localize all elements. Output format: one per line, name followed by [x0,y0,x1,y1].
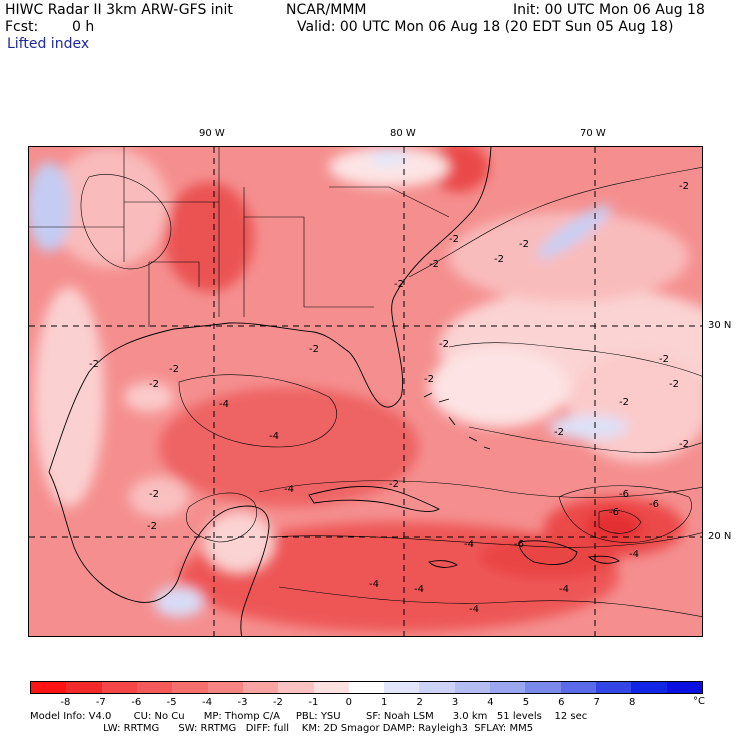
colorbar-swatch [242,682,279,693]
model-info-line2: LW: RRTMG SW: RRTMG DIFF: full KM: 2D Sm… [30,723,534,734]
contour-label-peak: -6 [619,489,629,500]
contour-label-strong: -4 [219,399,229,410]
contour-label: -2 [554,427,564,438]
contour-label-peak: -6 [649,499,659,510]
contour-label: -2 [669,379,679,390]
colorbar-tick-label: -2 [272,697,283,708]
colorbar-tick-label: -4 [202,697,213,708]
contour-label: -2 [494,254,504,265]
state-borders [29,147,450,327]
colorbar-swatch [419,682,455,693]
colorbar-swatch [66,682,102,693]
product-title: HIWC Radar II 3km ARW-GFS init [5,2,233,18]
contour-label: -2 [429,259,439,270]
contour-label-peak: -6 [514,539,524,550]
colorbar-tick-label: 2 [416,697,423,708]
contour-label: -2 [519,239,529,250]
colorbar-tick-label: 4 [487,697,494,708]
colorbar-tick-label: 6 [558,697,565,708]
forecast-label: Fcst: [5,19,39,35]
map-canvas: -2 -2 -2 -2 -2 -2 -2 -2 -2 -2 -2 -2 -2 -… [29,147,702,636]
contours [80,167,702,617]
contour-label: -2 [619,397,629,408]
colorbar-swatch [313,682,349,693]
contour-label-strong: -4 [469,604,479,615]
colorbar-tick-label: -3 [237,697,248,708]
coastlines [48,147,620,636]
field-shading [29,147,702,632]
contour-label-peak: -6 [609,507,619,518]
colorbar-swatch [31,682,67,693]
colorbar-swatch [278,682,314,693]
source-label: NCAR/MMM [286,2,367,18]
colorbar-swatch [490,682,526,693]
contour-label-strong: -4 [284,484,294,495]
contour-label: -2 [147,521,157,532]
contour-label: -2 [449,234,459,245]
lon-label-90w: 90 W [199,128,225,139]
colorbar-tick-label: 1 [381,697,388,708]
field-name: Lifted index [7,36,90,52]
colorbar-tick-label: -6 [131,697,142,708]
contour-label-strong: -4 [464,539,474,550]
contour-label: -2 [424,374,434,385]
colorbar-tick-label: 3 [451,697,459,708]
contour-label-strong: -4 [269,431,279,442]
contour-label: -2 [149,489,159,500]
colorbar-swatch [136,682,173,693]
colorbar-swatch [631,682,667,693]
contour-label-strong: -4 [369,579,379,590]
colorbar-swatch [454,682,491,693]
contour-label: -2 [389,479,399,490]
colorbar-swatch [560,682,596,693]
colorbar-swatch [525,682,561,693]
model-info-line1: Model Info: V4.0 CU: No Cu MP: Thomp C/A… [30,711,588,722]
colorbar-swatch [101,682,137,693]
colorbar-tick-label: 7 [593,697,600,708]
colorbar-unit: °C [693,696,705,707]
colorbar-tick-label: 0 [345,697,352,708]
forecast-hour: 0 h [72,19,95,35]
contour-label-strong: -4 [414,584,424,595]
colorbar-swatch [348,682,385,693]
valid-time: Valid: 00 UTC Mon 06 Aug 18 (20 EDT Sun … [297,19,674,35]
colorbar-swatch [666,682,702,693]
graticule [29,147,702,636]
contour-label: -2 [679,181,689,192]
contour-label: -2 [679,439,689,450]
lon-label-80w: 80 W [390,128,416,139]
colorbar-swatch [384,682,420,693]
colorbar-swatch [172,682,208,693]
contour-label: -2 [169,364,179,375]
colorbar-tick-label: 8 [628,697,636,708]
colorbar-tick-label: -5 [166,697,177,708]
colorbar [30,681,703,694]
colorbar-swatch [207,682,243,693]
lat-label-20n: 20 N [708,531,732,542]
contour-label: -2 [394,279,404,290]
colorbar-tick-label: -1 [308,697,319,708]
contour-label: -2 [659,354,669,365]
contour-label-strong: -4 [559,584,569,595]
contour-labels: -2 -2 -2 -2 -2 -2 -2 -2 -2 -2 -2 -2 -2 -… [89,181,689,615]
lon-label-70w: 70 W [580,128,606,139]
init-time: Init: 00 UTC Mon 06 Aug 18 [513,2,705,18]
lat-label-30n: 30 N [708,320,732,331]
colorbar-tick-label: -8 [60,697,71,708]
contour-label: -2 [309,344,319,355]
contour-label: -2 [439,339,449,350]
contour-label: -2 [89,359,99,370]
colorbar-tick-label: 5 [522,697,530,708]
contour-label: -2 [149,379,159,390]
colorbar-tick-label: -7 [95,697,106,708]
contour-label-strong: -4 [629,549,639,560]
lifted-index-map: -2 -2 -2 -2 -2 -2 -2 -2 -2 -2 -2 -2 -2 -… [28,146,703,637]
colorbar-swatch [596,682,632,693]
